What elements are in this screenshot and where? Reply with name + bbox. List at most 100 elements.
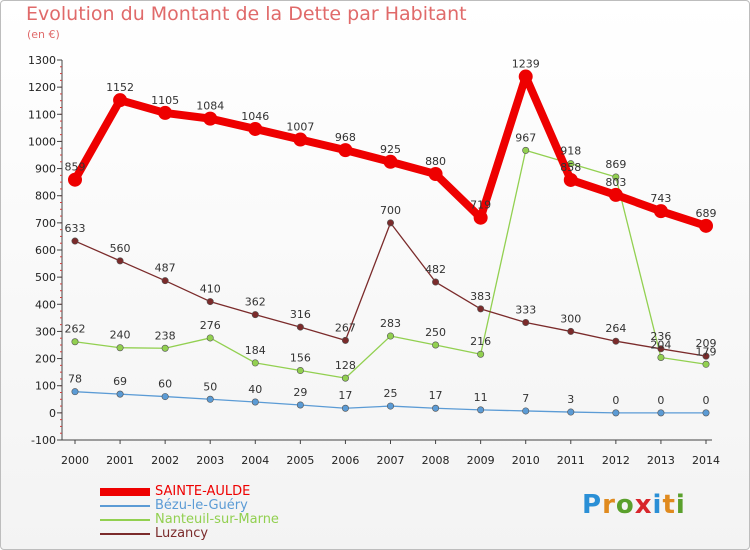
data-label: 17 — [429, 389, 443, 402]
data-label: 240 — [110, 329, 131, 342]
y-tick-label: 800 — [35, 190, 56, 203]
data-label: 29 — [293, 386, 307, 399]
data-label: 0 — [612, 394, 619, 407]
data-point — [428, 167, 443, 181]
data-label: 803 — [605, 176, 626, 189]
data-point — [702, 352, 710, 360]
data-label: 918 — [560, 145, 581, 158]
data-label: 968 — [335, 131, 356, 144]
data-label: 50 — [203, 380, 217, 393]
x-tick-label: 2005 — [286, 454, 314, 467]
data-label: 487 — [155, 262, 176, 275]
y-tick-label: 200 — [35, 353, 56, 366]
data-point — [161, 344, 169, 352]
data-point — [251, 398, 259, 406]
data-point — [386, 402, 394, 410]
data-label: 7 — [522, 392, 529, 405]
x-tick-label: 2013 — [647, 454, 675, 467]
logo-letter: i — [675, 490, 686, 520]
data-label: 1046 — [241, 110, 269, 123]
data-point — [71, 388, 79, 396]
x-tick-label: 2010 — [512, 454, 540, 467]
data-label: 238 — [155, 329, 176, 342]
logo-letter: x — [634, 490, 653, 520]
data-label: 17 — [338, 389, 352, 402]
x-tick-label: 2006 — [331, 454, 359, 467]
data-label: 78 — [68, 373, 82, 386]
data-label: 0 — [703, 394, 710, 407]
data-label: 1152 — [106, 81, 134, 94]
data-point — [567, 327, 575, 335]
data-label: 0 — [657, 394, 664, 407]
data-point — [296, 323, 304, 331]
data-point — [702, 360, 710, 368]
legend-swatch — [100, 488, 150, 496]
x-tick-label: 2003 — [196, 454, 224, 467]
data-point — [338, 143, 353, 158]
data-label: 3 — [567, 393, 574, 406]
data-point — [206, 395, 214, 403]
series-1 — [71, 388, 710, 417]
data-point — [206, 334, 214, 342]
data-point — [522, 146, 530, 154]
data-label: 633 — [65, 222, 86, 235]
x-tick-label: 2002 — [151, 454, 179, 467]
data-point — [293, 132, 308, 147]
data-point — [563, 172, 578, 187]
data-label: 60 — [158, 378, 172, 391]
data-label: 276 — [200, 319, 221, 332]
y-tick-label: 900 — [35, 163, 56, 176]
data-point — [116, 344, 124, 352]
data-label: 216 — [470, 335, 491, 348]
x-tick-label: 2008 — [422, 454, 450, 467]
data-label: 1105 — [151, 94, 179, 107]
x-tick-label: 2000 — [61, 454, 89, 467]
data-label: 858 — [560, 161, 581, 174]
data-point — [341, 336, 349, 344]
y-tick-label: 1100 — [28, 108, 56, 121]
y-tick-label: 600 — [35, 244, 56, 257]
legend-label: Nanteuil-sur-Marne — [155, 512, 279, 527]
legend-label: SAINTE-AULDE — [155, 484, 251, 499]
data-point — [296, 401, 304, 409]
y-tick-label: 400 — [35, 298, 56, 311]
data-point — [432, 341, 440, 349]
y-tick-label: 1000 — [28, 135, 56, 148]
data-point — [432, 404, 440, 412]
data-point — [522, 407, 530, 415]
y-tick-label: 100 — [35, 380, 56, 393]
data-point — [477, 305, 485, 313]
data-label: 869 — [605, 158, 626, 171]
data-point — [158, 105, 173, 120]
data-point — [341, 374, 349, 382]
data-point — [386, 219, 394, 227]
legend-swatch — [100, 533, 150, 535]
data-label: 1007 — [286, 121, 314, 134]
logo-letter: t — [662, 490, 676, 520]
data-label: 179 — [696, 345, 717, 358]
data-label: 880 — [425, 155, 446, 168]
data-point — [612, 173, 620, 181]
data-label: 560 — [110, 242, 131, 255]
y-tick-label: -100 — [31, 434, 56, 447]
chart-title: Evolution du Montant de la Dette par Hab… — [26, 3, 467, 25]
data-point — [68, 172, 82, 187]
data-point — [113, 93, 128, 108]
logo-letter: r — [602, 490, 616, 520]
data-point — [612, 337, 620, 345]
y-tick-label: 500 — [35, 271, 56, 284]
data-point — [296, 367, 304, 375]
axes: -100010020030040050060070080090010001100… — [28, 54, 720, 467]
data-point — [383, 154, 398, 169]
data-label: 156 — [290, 352, 311, 365]
data-label: 209 — [696, 337, 717, 350]
y-tick-label: 0 — [49, 407, 56, 420]
data-label: 689 — [696, 207, 717, 220]
x-tick-label: 2012 — [602, 454, 630, 467]
series-2 — [71, 146, 710, 382]
data-point — [248, 121, 263, 136]
series-layer — [68, 69, 713, 417]
legend-swatch — [100, 519, 150, 521]
